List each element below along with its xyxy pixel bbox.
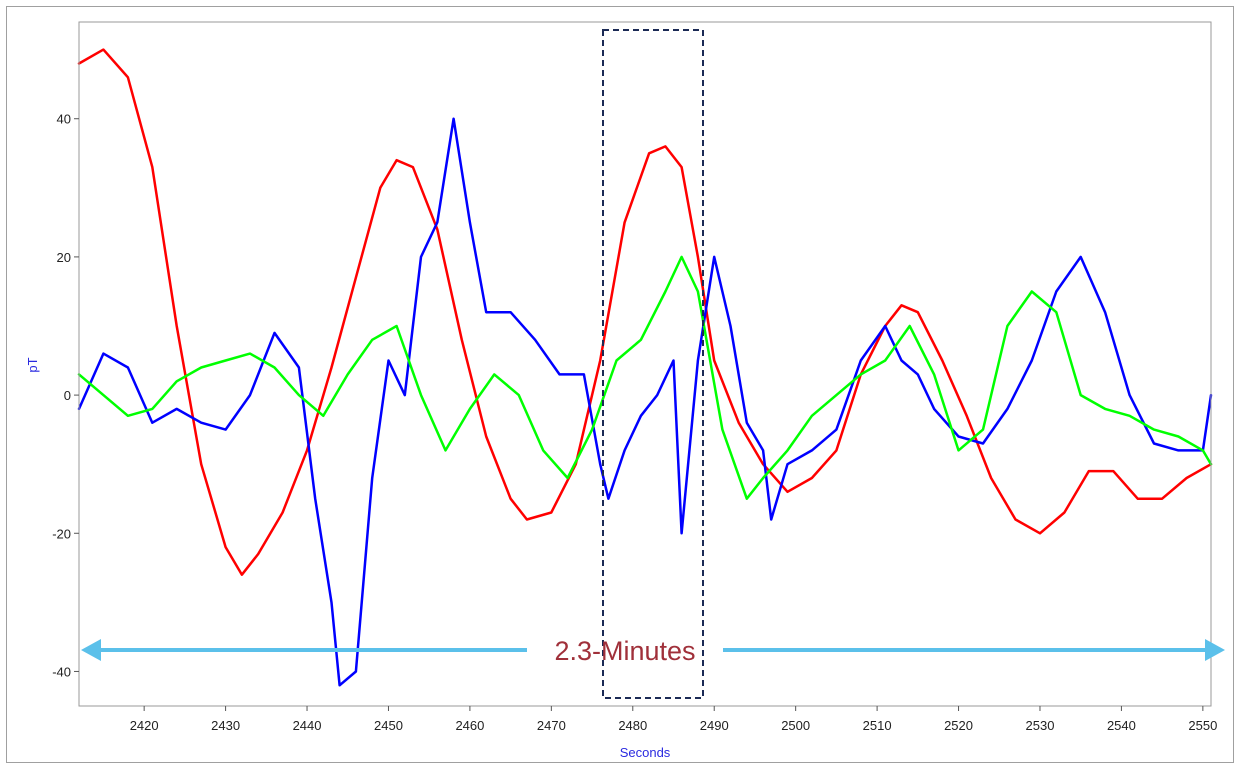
series-line-1 xyxy=(77,117,1213,687)
x-tick-label: 2490 xyxy=(700,718,729,733)
y-tick-label: -20 xyxy=(52,526,71,541)
chart-frame: 2420 2430 2440 2450 2460 2470 2480 2490 2500 2510… xyxy=(6,6,1234,763)
y-axis-title: pT xyxy=(25,357,40,372)
y-tick-label: 20 xyxy=(57,250,71,265)
plot-area xyxy=(79,22,1211,706)
duration-arrow: 2.3-Minutes xyxy=(81,636,1225,666)
series-layer xyxy=(77,48,1213,687)
y-tick-label: 40 xyxy=(57,112,71,127)
y-tick-label: 0 xyxy=(64,388,71,403)
x-axis-title: Seconds xyxy=(620,745,671,760)
x-tick-label: 2450 xyxy=(374,718,403,733)
x-tick-label: 2510 xyxy=(863,718,892,733)
arrow-head-left xyxy=(81,639,101,661)
line-chart: 2420 2430 2440 2450 2460 2470 2480 2490 2500 2510… xyxy=(25,21,1225,760)
x-tick-label: 2440 xyxy=(293,718,322,733)
x-tick-label: 2530 xyxy=(1026,718,1055,733)
x-tick-label: 2480 xyxy=(618,718,647,733)
x-tick-label: 2460 xyxy=(455,718,484,733)
x-tick-label: 2500 xyxy=(781,718,810,733)
series-line-0 xyxy=(77,48,1213,576)
series-line-2 xyxy=(77,255,1213,500)
x-tick-label: 2420 xyxy=(130,718,159,733)
x-tick-label: 2550 xyxy=(1188,718,1217,733)
x-tick-label: 2470 xyxy=(537,718,566,733)
plot-border xyxy=(78,21,1212,707)
y-axis-ticks: -40 -20 0 20 40 xyxy=(52,112,79,679)
duration-label: 2.3-Minutes xyxy=(554,636,695,666)
x-axis-ticks: 2420 2430 2440 2450 2460 2470 2480 2490 2500 2510… xyxy=(130,706,1217,733)
arrow-head-right xyxy=(1205,639,1225,661)
y-tick-label: -40 xyxy=(52,664,71,679)
x-tick-label: 2540 xyxy=(1107,718,1136,733)
highlight-window xyxy=(602,29,704,699)
x-tick-label: 2430 xyxy=(211,718,240,733)
x-tick-label: 2520 xyxy=(944,718,973,733)
